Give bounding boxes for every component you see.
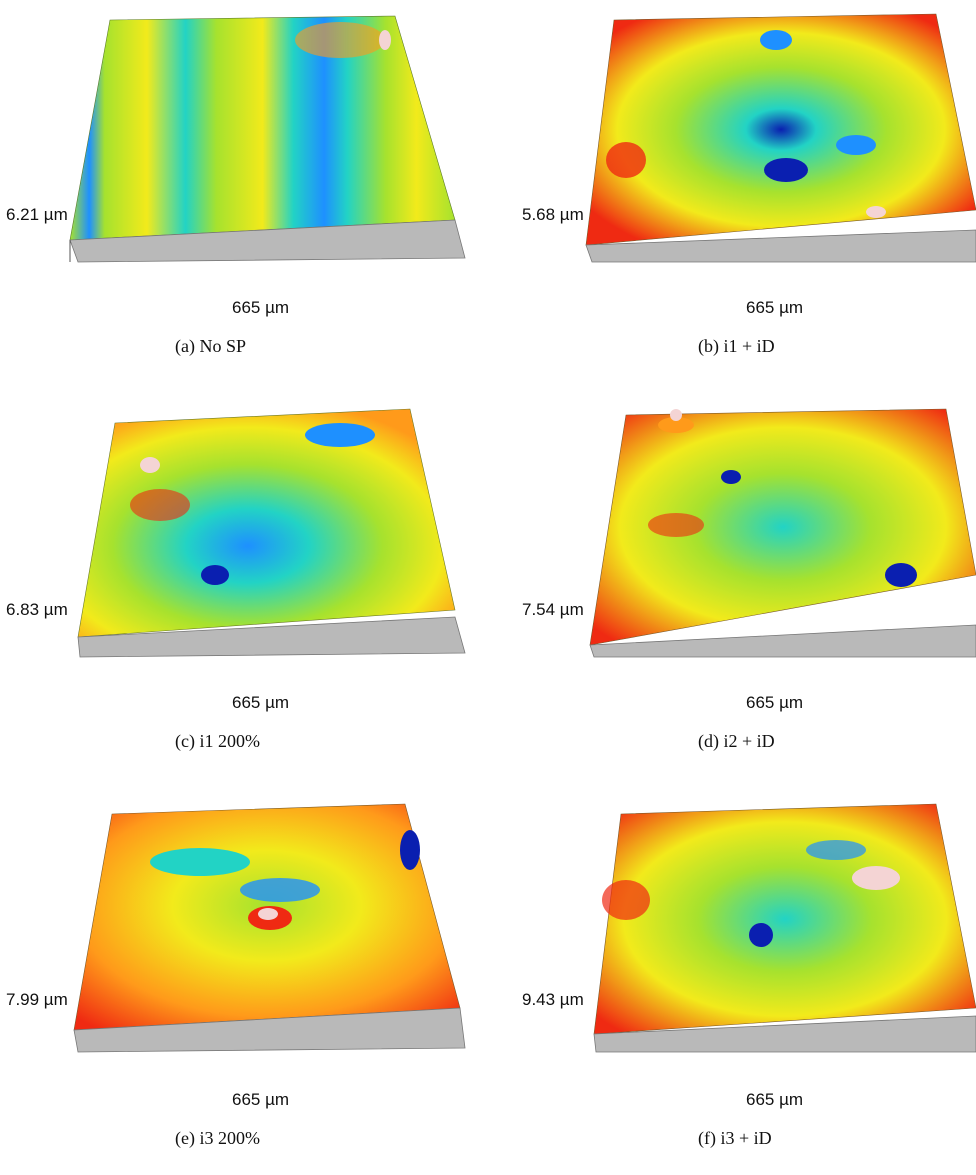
width-label: 665 µm (232, 1090, 290, 1109)
height-label: 6.21 µm (6, 205, 68, 224)
caption: (a) No SP (175, 336, 246, 356)
caption: (b) i1 + iD (698, 336, 775, 356)
panel-c: 6.83 µm 665 µm (c) i1 200% (0, 395, 466, 780)
surface-plot-c (77, 408, 466, 658)
surface-plot-a (69, 15, 466, 263)
width-label: 665 µm (232, 298, 290, 317)
panel-e: 7.99 µm 665 µm (e) i3 200% (0, 790, 466, 1175)
height-label: 5.68 µm (522, 205, 584, 224)
width-label: 665 µm (746, 1090, 804, 1109)
surface-plot-e (73, 803, 466, 1053)
width-label: 665 µm (232, 693, 290, 712)
panel-f: 9.43 µm 665 µm (f) i3 + iD (516, 790, 976, 1175)
caption: (f) i3 + iD (698, 1128, 772, 1148)
height-label: 7.54 µm (522, 600, 584, 619)
caption: (e) i3 200% (175, 1128, 260, 1148)
caption: (c) i1 200% (175, 731, 260, 751)
height-label: 6.83 µm (6, 600, 68, 619)
height-label: 9.43 µm (522, 990, 584, 1009)
panel-d: 7.54 µm 665 µm (d) i2 + iD (516, 395, 976, 780)
caption: (d) i2 + iD (698, 731, 775, 751)
width-label: 665 µm (746, 298, 804, 317)
width-label: 665 µm (746, 693, 804, 712)
surface-plot-b (585, 13, 976, 263)
height-label: 7.99 µm (6, 990, 68, 1009)
panel-b: 5.68 µm 665 µm (b) i1 + iD (516, 0, 976, 385)
surface-plot-d (589, 408, 976, 658)
surface-plot-f (593, 803, 976, 1053)
panel-a: 6.21 µm 665 µm (a) No SP (0, 0, 466, 385)
